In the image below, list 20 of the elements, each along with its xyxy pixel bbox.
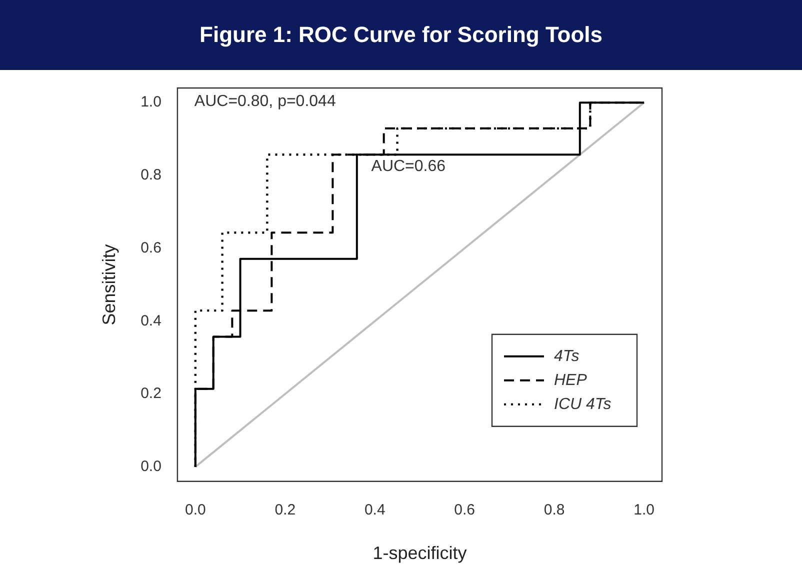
- y-tick-label: 0.2: [140, 385, 162, 402]
- y-tick-label: 0.4: [140, 312, 162, 330]
- legend-label: HEP: [554, 372, 588, 389]
- y-axis-title: Sensitivity: [98, 244, 119, 326]
- y-tick-label: 0.0: [140, 458, 162, 475]
- annotation: AUC=0.80, p=0.044: [194, 93, 336, 110]
- x-tick-label: 0.8: [544, 502, 565, 519]
- x-tick-label: 0.0: [184, 502, 206, 519]
- chart-title: Figure 1: ROC Curve for Scoring Tools: [0, 0, 802, 70]
- x-tick-label: 0.4: [364, 502, 386, 519]
- y-tick-label: 0.6: [140, 239, 162, 256]
- x-tick-label: 0.6: [454, 502, 476, 519]
- x-tick-label: 0.2: [274, 502, 296, 519]
- legend-label: ICU 4Ts: [554, 396, 612, 413]
- y-tick-label: 1.0: [140, 94, 162, 111]
- y-tick-label: 0.8: [140, 166, 162, 184]
- x-axis-title: 1-specificity: [372, 543, 467, 564]
- x-tick-label: 1.0: [634, 502, 654, 519]
- legend-label: 4Ts: [554, 348, 580, 365]
- annotation: AUC=0.66: [371, 158, 446, 176]
